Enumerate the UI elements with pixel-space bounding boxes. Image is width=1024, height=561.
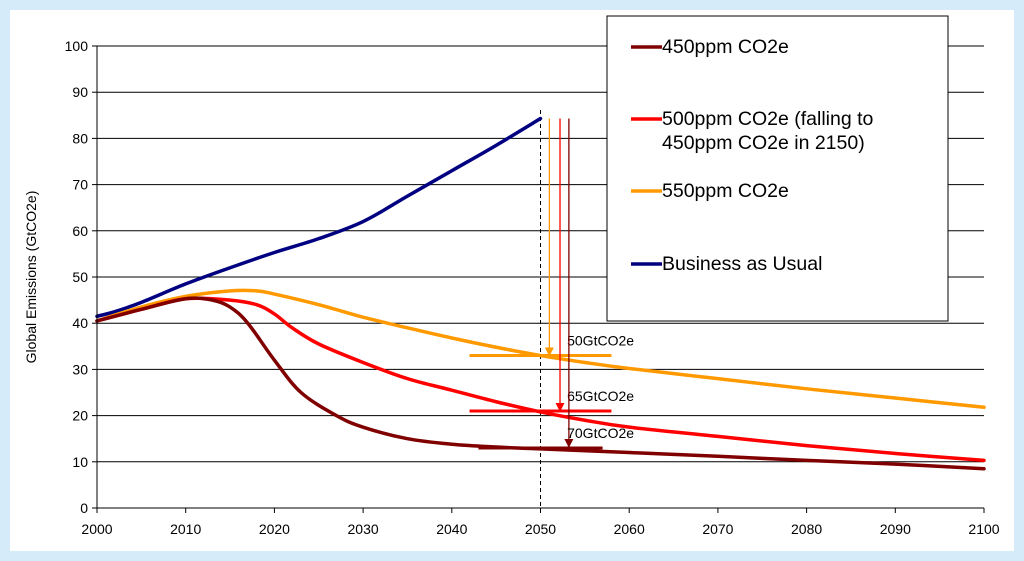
y-tick-label: 80 [72, 130, 88, 146]
y-tick-label: 70 [72, 177, 88, 193]
y-tick-label: 10 [72, 454, 88, 470]
legend-label-450ppm-co2e: 450ppm CO2e [662, 36, 789, 58]
y-tick-label: 0 [80, 500, 88, 516]
x-tick-label: 2090 [880, 521, 911, 537]
legend-label-line: 500ppm CO2e (falling to [662, 108, 874, 130]
legend-box [606, 15, 949, 322]
y-axis-title: Global Emissions (GtCO2e) [23, 191, 39, 364]
legend-label-line: 450ppm CO2e in 2150) [662, 132, 865, 154]
y-tick-label: 50 [72, 269, 88, 285]
legend-label-550ppm-co2e: 550ppm CO2e [662, 180, 789, 202]
x-tick-label: 2050 [525, 521, 556, 537]
annotation-label-70gtco2e: 70GtCO2e [567, 425, 634, 441]
chart-frame: 50GtCO2e 65GtCO2e 70GtCO2e 0 10 20 30 40 50 60 70… [10, 10, 1014, 551]
legend-label-500ppm-co2e-falling-to-450ppm-co2e-in-2150: 500ppm CO2e (falling to 450ppm CO2e in 21… [662, 108, 874, 154]
series-line-550ppm-co2e [95, 288, 986, 410]
series-lines [95, 116, 986, 471]
series-line-450ppm-co2e [95, 296, 986, 471]
y-tick-label: 100 [65, 38, 89, 54]
x-tick-label: 2010 [170, 521, 201, 537]
x-tick-label: 2080 [791, 521, 822, 537]
series-line-500ppm-co2e-falling-to-450ppm-co2e-in-2150 [95, 296, 986, 463]
x-tick-label: 2100 [968, 521, 999, 537]
annotation-label-50gtco2e: 50GtCO2e [567, 333, 634, 349]
series-line-business-as-usual [95, 116, 543, 319]
legend: 450ppm CO2e 500ppm CO2e (falling to 450ppm… [606, 15, 949, 322]
y-tick-label: 40 [72, 315, 88, 331]
legend-label-business-as-usual: Business as Usual [662, 253, 822, 275]
x-tick-label: 2060 [614, 521, 645, 537]
annotation-label-65gtco2e: 65GtCO2e [567, 388, 634, 404]
y-tick-label: 90 [72, 84, 88, 100]
x-tick-label: 2030 [348, 521, 379, 537]
y-tick-label: 30 [72, 361, 88, 377]
y-tick-label: 60 [72, 223, 88, 239]
x-tick-label: 2000 [81, 521, 112, 537]
x-tick-label: 2020 [259, 521, 290, 537]
x-tick-label: 2040 [436, 521, 467, 537]
x-tick-label: 2070 [702, 521, 733, 537]
annotations: 50GtCO2e 65GtCO2e 70GtCO2e [469, 118, 634, 450]
y-tick-label: 20 [72, 408, 88, 424]
